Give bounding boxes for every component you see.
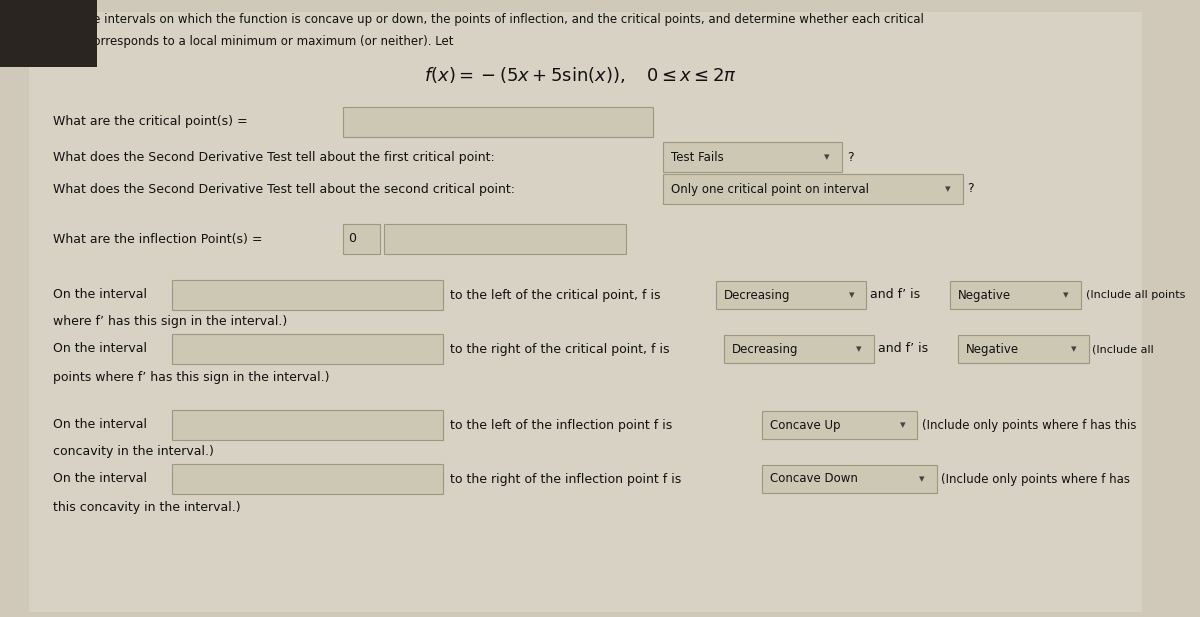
Text: What are the inflection Point(s) =: What are the inflection Point(s) =	[53, 233, 263, 246]
Text: ▾: ▾	[1063, 290, 1069, 300]
Text: Only one critical point on interval: Only one critical point on interval	[671, 183, 869, 196]
FancyBboxPatch shape	[950, 281, 1081, 309]
FancyBboxPatch shape	[0, 0, 97, 67]
FancyBboxPatch shape	[762, 465, 937, 493]
FancyBboxPatch shape	[173, 334, 443, 364]
Text: Find the intervals on which the function is concave up or down, the points of in: Find the intervals on which the function…	[53, 12, 924, 25]
FancyBboxPatch shape	[29, 12, 1141, 612]
Text: Negative: Negative	[966, 342, 1019, 355]
FancyBboxPatch shape	[343, 224, 380, 254]
Text: ▾: ▾	[1072, 344, 1076, 354]
Text: to the left of the inflection point f is: to the left of the inflection point f is	[450, 418, 672, 431]
Text: Negative: Negative	[958, 289, 1012, 302]
FancyBboxPatch shape	[343, 107, 653, 137]
Text: (Include all: (Include all	[1092, 344, 1154, 354]
FancyBboxPatch shape	[958, 335, 1088, 363]
Text: On the interval: On the interval	[53, 418, 148, 431]
FancyBboxPatch shape	[173, 280, 443, 310]
Text: Decreasing: Decreasing	[724, 289, 791, 302]
Text: ▾: ▾	[857, 344, 862, 354]
Text: ▾: ▾	[824, 152, 830, 162]
Text: What does the Second Derivative Test tell about the second critical point:: What does the Second Derivative Test tel…	[53, 183, 515, 196]
FancyBboxPatch shape	[173, 464, 443, 494]
Text: On the interval: On the interval	[53, 473, 148, 486]
Text: 0: 0	[348, 233, 356, 246]
Text: Decreasing: Decreasing	[732, 342, 798, 355]
Text: to the right of the critical point, f is: to the right of the critical point, f is	[450, 342, 670, 355]
Text: to the right of the inflection point f is: to the right of the inflection point f i…	[450, 473, 682, 486]
Text: points where f’ has this sign in the interval.): points where f’ has this sign in the int…	[53, 370, 330, 384]
Text: On the interval: On the interval	[53, 342, 148, 355]
Text: ▾: ▾	[900, 420, 906, 430]
FancyBboxPatch shape	[716, 281, 866, 309]
FancyBboxPatch shape	[724, 335, 874, 363]
Text: (Include only points where f has: (Include only points where f has	[942, 473, 1130, 486]
FancyBboxPatch shape	[662, 174, 962, 204]
FancyBboxPatch shape	[384, 224, 626, 254]
Text: concavity in the interval.): concavity in the interval.)	[53, 445, 214, 458]
Text: (Include all points: (Include all points	[1086, 290, 1184, 300]
Text: point corresponds to a local minimum or maximum (or neither). Let: point corresponds to a local minimum or …	[53, 36, 454, 49]
Text: Test Fails: Test Fails	[671, 151, 724, 164]
Text: Concave Up: Concave Up	[770, 418, 841, 431]
Text: where f’ has this sign in the interval.): where f’ has this sign in the interval.)	[53, 315, 288, 328]
FancyBboxPatch shape	[762, 411, 917, 439]
Text: this concavity in the interval.): this concavity in the interval.)	[53, 500, 241, 513]
Text: Concave Down: Concave Down	[770, 473, 858, 486]
Text: ▾: ▾	[919, 474, 925, 484]
Text: ?: ?	[847, 151, 853, 164]
Text: $f(x) = -(5x + 5\sin(x)),\quad 0 \leq x \leq 2\pi$: $f(x) = -(5x + 5\sin(x)),\quad 0 \leq x …	[424, 65, 737, 85]
FancyBboxPatch shape	[662, 142, 841, 172]
Text: What does the Second Derivative Test tell about the first critical point:: What does the Second Derivative Test tel…	[53, 151, 494, 164]
Text: What are the critical point(s) =: What are the critical point(s) =	[53, 115, 248, 128]
FancyBboxPatch shape	[173, 410, 443, 440]
Text: to the left of the critical point, f is: to the left of the critical point, f is	[450, 289, 660, 302]
Text: and f’ is: and f’ is	[877, 342, 928, 355]
Text: ?: ?	[967, 183, 974, 196]
Text: ▾: ▾	[848, 290, 854, 300]
Text: (Include only points where f has this: (Include only points where f has this	[922, 418, 1136, 431]
Text: ▾: ▾	[946, 184, 950, 194]
Text: On the interval: On the interval	[53, 289, 148, 302]
Text: and f’ is: and f’ is	[870, 289, 920, 302]
